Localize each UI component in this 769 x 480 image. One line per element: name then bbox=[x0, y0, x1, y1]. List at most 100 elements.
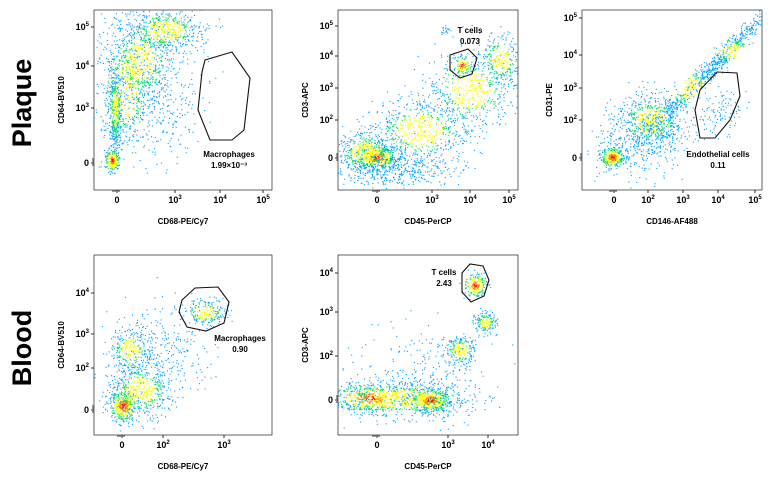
event-dot bbox=[486, 91, 488, 93]
event-dot bbox=[446, 60, 448, 62]
event-dot bbox=[143, 25, 145, 27]
event-dot bbox=[419, 136, 421, 138]
event-dot bbox=[491, 66, 493, 68]
event-dot bbox=[147, 68, 149, 70]
event-dot bbox=[114, 96, 116, 98]
event-dot bbox=[145, 85, 147, 87]
event-dot bbox=[370, 159, 372, 161]
event-dot bbox=[157, 42, 159, 44]
event-dot bbox=[114, 109, 116, 111]
event-dot bbox=[395, 120, 397, 122]
event-dot bbox=[483, 108, 485, 110]
event-dot bbox=[443, 149, 445, 151]
event-dot bbox=[509, 71, 511, 73]
event-dot bbox=[377, 141, 379, 143]
event-dot bbox=[126, 44, 128, 46]
event-dot bbox=[480, 62, 482, 64]
event-dot bbox=[153, 100, 155, 102]
event-dot bbox=[376, 151, 378, 153]
event-dot bbox=[355, 152, 357, 154]
event-dot bbox=[517, 73, 518, 75]
row-label-blood: Blood bbox=[7, 310, 37, 386]
event-dot bbox=[458, 75, 460, 77]
event-dot bbox=[162, 103, 164, 105]
event-dot bbox=[122, 86, 124, 88]
event-dot bbox=[166, 66, 168, 68]
event-dot bbox=[527, 59, 528, 60]
event-dot bbox=[121, 149, 123, 151]
event-dot bbox=[385, 149, 387, 151]
event-dot bbox=[436, 117, 438, 119]
gate-name: Macrophages bbox=[203, 150, 255, 159]
event-dot bbox=[145, 78, 147, 80]
event-dot bbox=[377, 137, 379, 139]
event-dot bbox=[495, 81, 497, 83]
event-dot bbox=[134, 84, 136, 86]
event-dot bbox=[112, 147, 114, 149]
event-dot bbox=[386, 137, 388, 139]
event-dot bbox=[339, 150, 341, 152]
event-dot bbox=[125, 69, 127, 71]
event-dot bbox=[433, 86, 435, 88]
event-dot bbox=[515, 85, 517, 87]
event-dot bbox=[163, 90, 165, 92]
event-dot bbox=[147, 42, 149, 44]
event-dot bbox=[452, 143, 454, 145]
event-dot bbox=[149, 11, 151, 13]
event-dot bbox=[457, 56, 459, 58]
event-dot bbox=[96, 92, 98, 94]
event-dot bbox=[163, 25, 165, 27]
event-dot bbox=[146, 16, 148, 18]
event-dot bbox=[495, 82, 497, 84]
event-dot bbox=[359, 141, 361, 143]
event-dot bbox=[116, 98, 118, 100]
event-dot bbox=[431, 149, 433, 151]
event-dot bbox=[370, 163, 372, 165]
event-dot bbox=[220, 27, 222, 29]
event-dot bbox=[145, 167, 147, 169]
event-dot bbox=[137, 101, 139, 103]
event-dot bbox=[167, 49, 169, 51]
event-dot bbox=[132, 54, 134, 56]
event-dot bbox=[185, 102, 187, 104]
event-dot bbox=[109, 158, 111, 160]
event-dot bbox=[114, 152, 116, 154]
event-dot bbox=[447, 119, 449, 121]
event-dot bbox=[500, 76, 502, 78]
event-dot bbox=[113, 124, 115, 126]
event-dot bbox=[461, 80, 463, 82]
event-dot bbox=[478, 91, 480, 93]
event-dot bbox=[462, 96, 464, 98]
event-dot bbox=[341, 143, 343, 145]
event-dot bbox=[483, 54, 485, 56]
event-dot bbox=[516, 70, 518, 72]
event-dot bbox=[148, 22, 150, 24]
event-dot bbox=[147, 59, 149, 61]
event-dot bbox=[146, 17, 148, 19]
event-dot bbox=[150, 97, 152, 99]
event-dot bbox=[343, 148, 345, 150]
event-dot bbox=[177, 22, 179, 24]
event-dot bbox=[344, 154, 346, 156]
event-dot bbox=[382, 147, 384, 149]
event-dot bbox=[131, 59, 133, 61]
event-dot bbox=[471, 88, 473, 90]
event-dot bbox=[435, 142, 437, 144]
event-dot bbox=[136, 130, 138, 132]
event-dot bbox=[120, 66, 122, 68]
event-dot bbox=[361, 153, 363, 155]
event-dot bbox=[484, 62, 486, 64]
event-dot bbox=[175, 16, 177, 18]
event-dot bbox=[125, 61, 127, 63]
event-dot bbox=[498, 113, 500, 115]
event-dot bbox=[109, 117, 111, 119]
event-dot bbox=[471, 61, 473, 63]
event-dot bbox=[109, 91, 111, 93]
event-dot bbox=[94, 101, 95, 103]
event-dot bbox=[362, 141, 364, 143]
event-dot bbox=[121, 27, 123, 29]
event-dot bbox=[498, 60, 500, 62]
event-dot bbox=[448, 74, 450, 76]
event-dot bbox=[482, 64, 484, 66]
event-dot bbox=[362, 144, 364, 146]
